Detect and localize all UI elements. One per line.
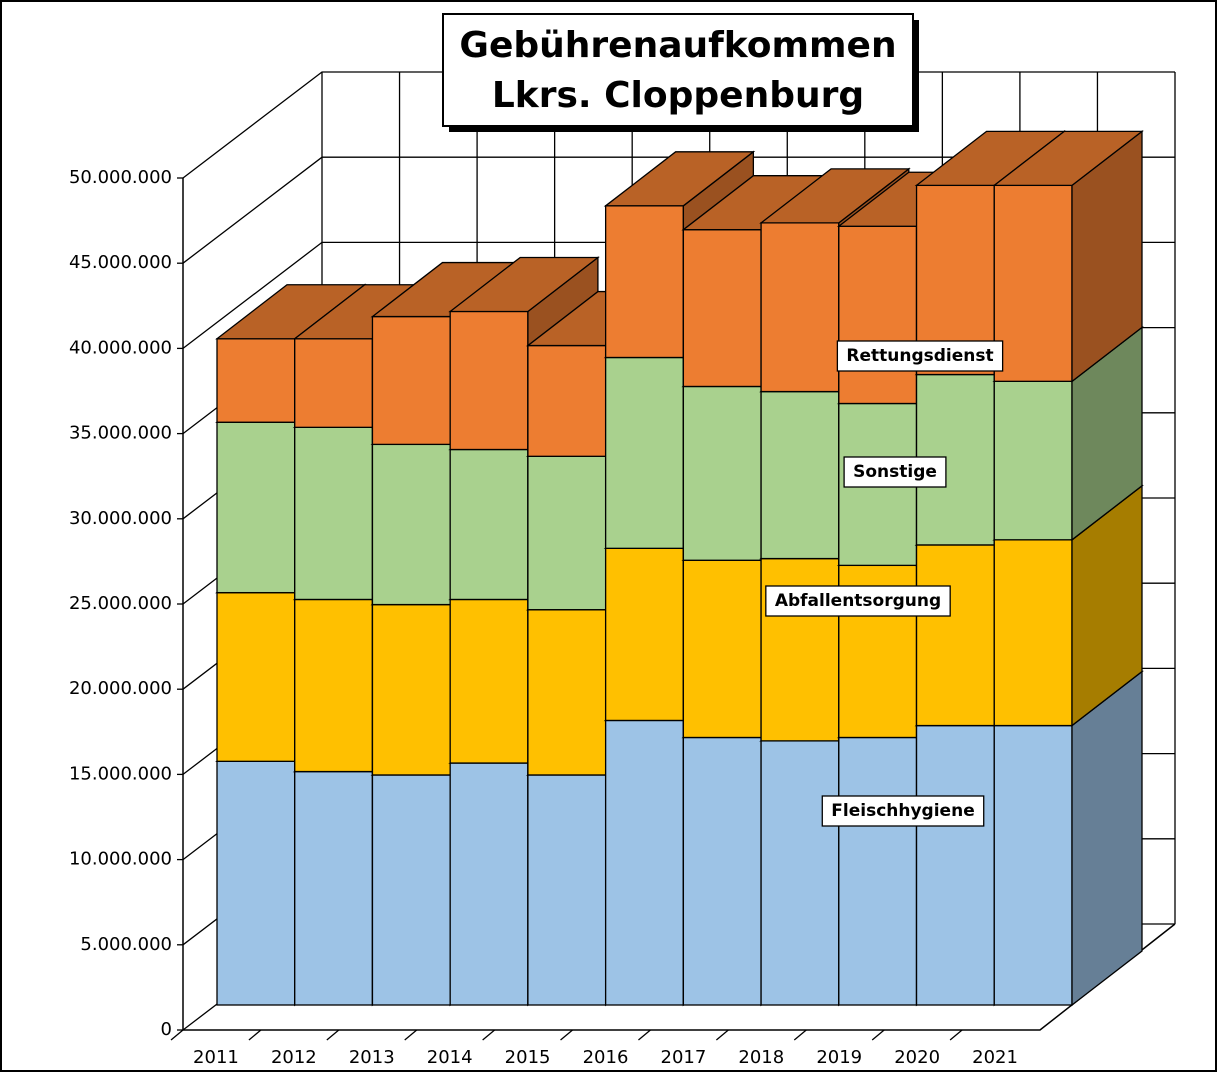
bar-top bbox=[992, 130, 1144, 187]
x-tick-label: 2019 bbox=[816, 1047, 862, 1068]
x-tick-label: 2013 bbox=[349, 1047, 395, 1068]
bar-segment bbox=[216, 591, 296, 762]
bar-segment bbox=[993, 724, 1073, 1006]
bar-segment bbox=[993, 539, 1073, 727]
bar-segment bbox=[915, 544, 995, 727]
x-tick-label: 2017 bbox=[661, 1047, 707, 1068]
bar-segment bbox=[838, 225, 918, 405]
bar-segment bbox=[760, 222, 840, 393]
x-tick bbox=[482, 1029, 496, 1041]
series-label: Abfallentsorgung bbox=[775, 591, 941, 611]
x-tick-label: 2014 bbox=[427, 1047, 473, 1068]
series-label: Fleischhygiene bbox=[831, 801, 974, 821]
bar-segment bbox=[216, 338, 296, 423]
bar-segment bbox=[993, 380, 1073, 541]
x-tick bbox=[560, 1029, 573, 1041]
bar-top bbox=[759, 168, 911, 224]
bar-segment bbox=[682, 559, 762, 739]
bar-top bbox=[603, 151, 756, 207]
x-tick bbox=[949, 1029, 963, 1041]
title-box bbox=[442, 13, 914, 127]
chart-title: Gebührenaufkommen bbox=[459, 25, 896, 66]
bar-segment bbox=[527, 344, 607, 457]
y-tick-label: 40.000.000 bbox=[69, 337, 172, 358]
y-tick-label: 35.000.000 bbox=[69, 423, 172, 444]
bar-segment bbox=[527, 774, 607, 1006]
x-tick bbox=[170, 1029, 184, 1041]
bar-segment bbox=[294, 598, 374, 773]
bar-top bbox=[448, 256, 600, 313]
bar-segment bbox=[216, 760, 296, 1006]
bar-segment bbox=[371, 603, 451, 776]
bar-segment bbox=[371, 315, 451, 446]
bar-segment bbox=[604, 719, 685, 1006]
x-tick-label: 2011 bbox=[193, 1047, 239, 1068]
y-tick-label: 50.000.000 bbox=[69, 167, 172, 188]
x-tick bbox=[404, 1029, 418, 1041]
bar-segment bbox=[838, 736, 918, 1006]
x-tick-label: 2012 bbox=[271, 1047, 317, 1068]
bar-segment bbox=[449, 598, 529, 764]
y-tick-label: 5.000.000 bbox=[80, 934, 172, 955]
series-label-box bbox=[765, 585, 951, 617]
x-tick bbox=[715, 1029, 729, 1041]
bar-side bbox=[1071, 670, 1143, 1007]
bar-segment bbox=[682, 736, 762, 1006]
bar-segment bbox=[294, 338, 374, 428]
bar-segment bbox=[371, 443, 451, 606]
bar-segment bbox=[294, 770, 374, 1006]
grid-line bbox=[182, 156, 1175, 264]
x-tick bbox=[638, 1029, 651, 1041]
bar-segment bbox=[682, 229, 762, 388]
y-tick-label: 45.000.000 bbox=[69, 252, 172, 273]
bar-segment bbox=[760, 740, 840, 1006]
bar-segment bbox=[216, 421, 296, 594]
bar-segment bbox=[449, 448, 529, 601]
x-tick-label: 2018 bbox=[738, 1047, 784, 1068]
bar-segment bbox=[527, 609, 607, 776]
bar-segment bbox=[604, 205, 685, 359]
y-tick-label: 30.000.000 bbox=[69, 508, 172, 529]
bar-segment bbox=[449, 762, 529, 1006]
series-label-box bbox=[821, 795, 985, 827]
series-label-box bbox=[843, 456, 947, 488]
bar-segment bbox=[371, 774, 451, 1006]
x-tick bbox=[871, 1029, 885, 1041]
x-tick-label: 2021 bbox=[972, 1047, 1018, 1068]
x-tick bbox=[793, 1029, 807, 1041]
bar-segment bbox=[449, 310, 529, 451]
bars bbox=[215, 130, 1144, 1007]
bar-segment bbox=[915, 724, 995, 1006]
y-tick-label: 10.000.000 bbox=[69, 849, 172, 870]
x-tick-label: 2016 bbox=[583, 1047, 629, 1068]
bar-segment bbox=[760, 390, 840, 560]
x-tick bbox=[326, 1029, 340, 1041]
bar-segment bbox=[993, 184, 1073, 382]
series-label: Rettungsdienst bbox=[846, 346, 993, 366]
bar-segment bbox=[682, 385, 762, 561]
bar-segment bbox=[294, 426, 374, 601]
bar-segment bbox=[604, 547, 685, 722]
bar-segment bbox=[527, 455, 607, 611]
y-tick-label: 25.000.000 bbox=[69, 593, 172, 614]
series-label: Sonstige bbox=[853, 462, 937, 482]
x-tick-label: 2020 bbox=[894, 1047, 940, 1068]
y-tick-label: 0 bbox=[161, 1019, 172, 1040]
x-tick-label: 2015 bbox=[505, 1047, 551, 1068]
overlay: Gebührenaufkommen Lkrs. Cloppenburg Flei… bbox=[442, 13, 1004, 827]
y-tick-label: 15.000.000 bbox=[69, 763, 172, 784]
chart-title: Lkrs. Cloppenburg bbox=[492, 75, 864, 116]
series-label-box bbox=[836, 340, 1004, 372]
y-tick-label: 20.000.000 bbox=[69, 678, 172, 699]
x-tick bbox=[248, 1029, 262, 1041]
bar-segment bbox=[604, 356, 685, 549]
